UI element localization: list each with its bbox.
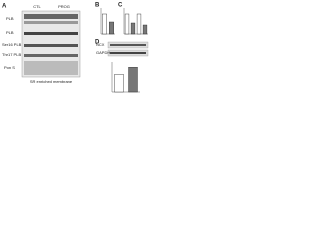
panel-label: B [95, 3, 100, 9]
row-label: PLB [6, 30, 14, 35]
row-label: GAPDH [96, 50, 110, 55]
band [24, 14, 78, 19]
column-label: CTL [33, 4, 41, 9]
panel-label: A [2, 4, 7, 10]
bar [142, 24, 148, 35]
figure: A CTL PROG PLB PLB Ser16 PLB Thr17 PLB P… [0, 0, 150, 99]
bar [109, 21, 114, 35]
band [24, 44, 78, 47]
band [24, 32, 78, 35]
bar [128, 67, 138, 93]
panel-label: C [118, 3, 123, 9]
band [24, 61, 78, 75]
row-label: PLB [6, 16, 14, 21]
row-label: NCX [96, 42, 105, 47]
bar [114, 74, 124, 93]
row-label: Thr17 PLB [2, 52, 21, 57]
bar [136, 13, 142, 35]
bar [102, 13, 107, 35]
band [24, 54, 78, 57]
band [110, 52, 146, 54]
row-label: Ser16 PLB [2, 42, 22, 47]
band [24, 21, 78, 24]
bands [24, 14, 78, 75]
band [110, 44, 146, 46]
panel-label: D [95, 40, 100, 46]
bar [124, 13, 130, 35]
bar [130, 22, 136, 35]
column-label: PROG [58, 4, 70, 9]
caption: SR enriched membrane [30, 79, 73, 84]
row-label: Pon S [4, 65, 15, 70]
